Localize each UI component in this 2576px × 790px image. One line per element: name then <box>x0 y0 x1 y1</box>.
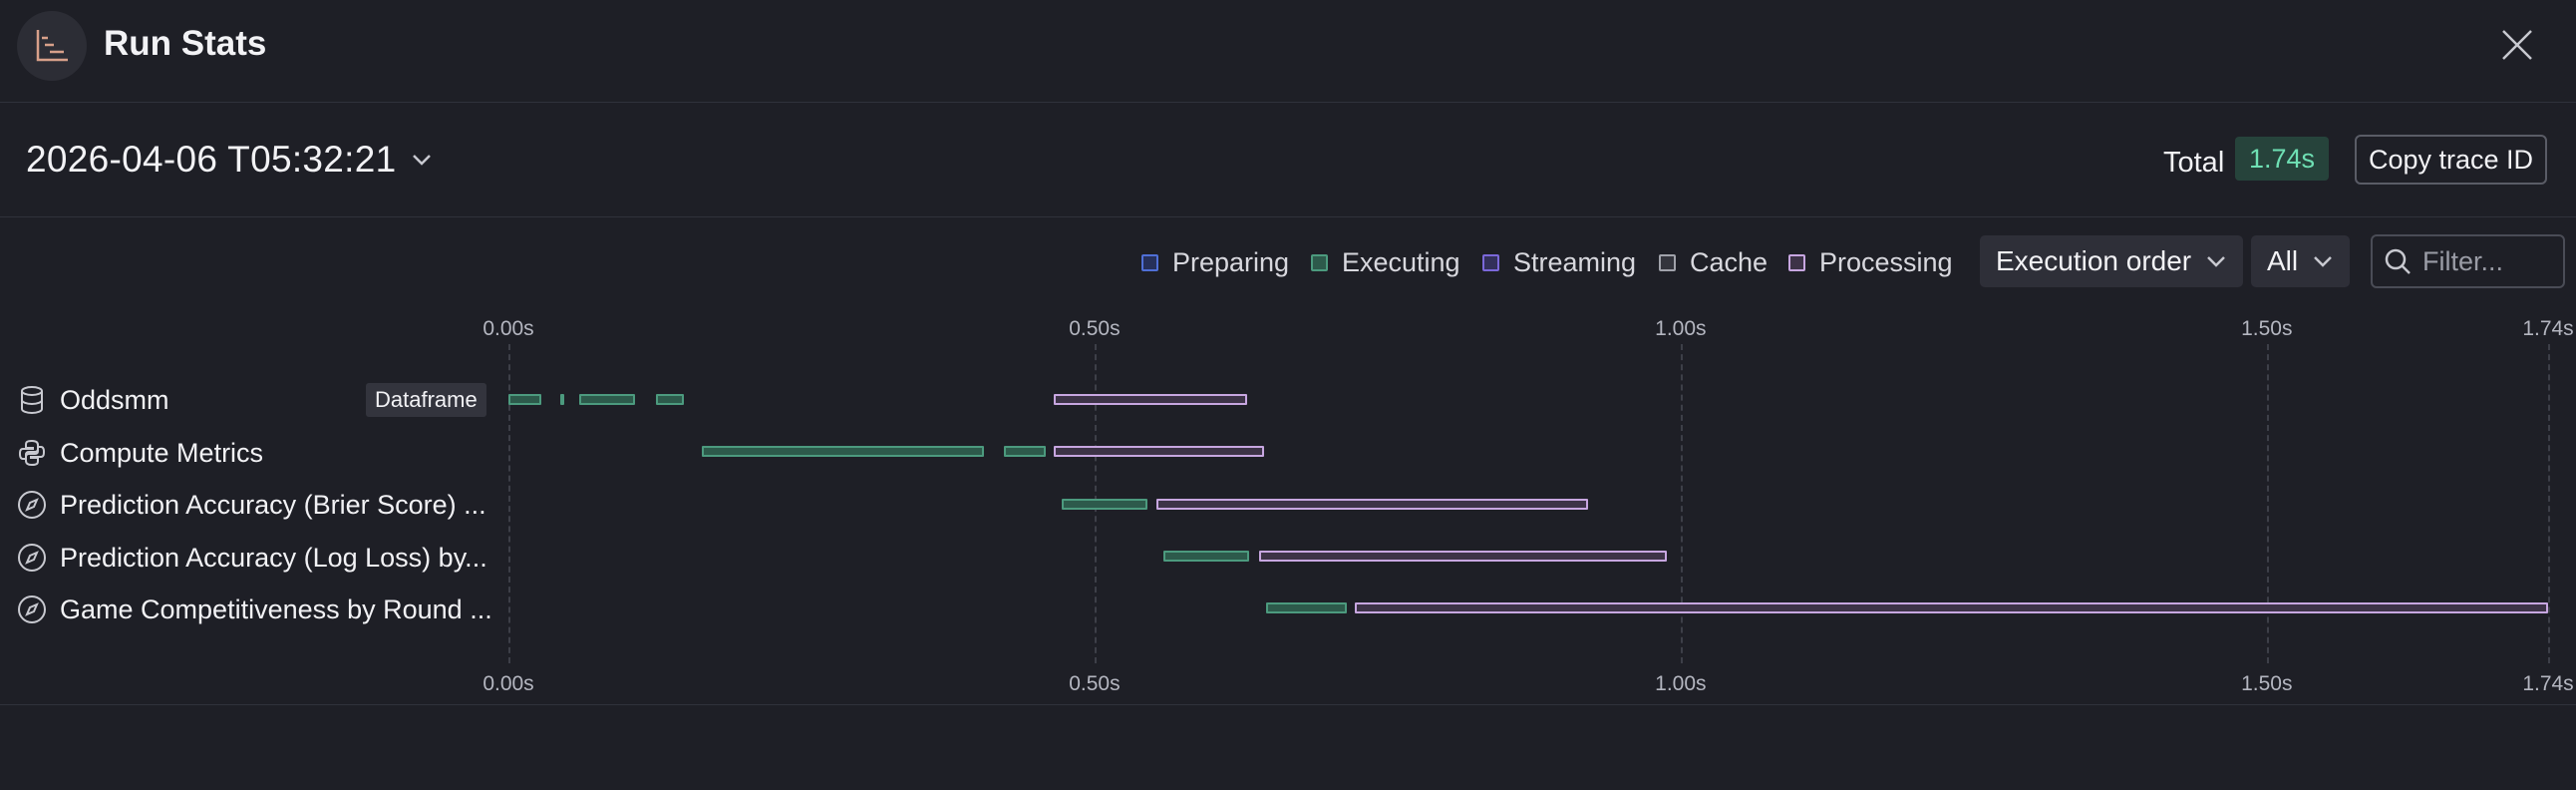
legend-cache: Cache <box>1659 247 1768 278</box>
modal-header: Run Stats <box>0 0 2576 103</box>
legend-label: Cache <box>1690 247 1769 277</box>
gridline <box>508 344 510 663</box>
executing-bar[interactable] <box>1062 499 1147 510</box>
executing-bar[interactable] <box>559 394 564 405</box>
execution-order-select[interactable]: Execution order <box>1980 235 2244 287</box>
row-label-game-competitiveness[interactable]: Game Competitiveness by Round ... <box>16 590 492 629</box>
executing-bar[interactable] <box>702 446 985 457</box>
executing-bar[interactable] <box>578 394 635 405</box>
processing-bar[interactable] <box>1053 394 1247 405</box>
row-label-oddsmm[interactable]: Oddsmm <box>16 380 169 420</box>
compass-icon <box>16 489 48 521</box>
gridline <box>2548 344 2550 663</box>
streaming-swatch <box>1482 254 1499 271</box>
timeline-toolbar: Preparing Executing Streaming Cache Proc… <box>0 217 2576 307</box>
processing-bar[interactable] <box>1156 499 1588 510</box>
filter-field[interactable] <box>2371 234 2565 288</box>
legend-label: Preparing <box>1172 247 1290 277</box>
bottom-axis-tick-label: 1.50s <box>2241 672 2293 695</box>
row-name: Prediction Accuracy (Log Loss) by... <box>60 542 487 573</box>
top-axis-tick-label: 1.00s <box>1655 317 1707 340</box>
legend-preparing: Preparing <box>1141 247 1289 278</box>
chevron-down-icon <box>2314 256 2333 267</box>
executing-swatch <box>1311 254 1328 271</box>
row-label-brier-score[interactable]: Prediction Accuracy (Brier Score) ... <box>16 485 486 525</box>
processing-bar[interactable] <box>1354 602 2548 613</box>
gridline <box>1680 344 1683 663</box>
compass-icon <box>16 542 48 574</box>
row-name: Compute Metrics <box>60 437 264 468</box>
modal-title: Run Stats <box>104 24 267 63</box>
bottom-axis-tick-label: 0.00s <box>483 672 534 695</box>
run-timestamp[interactable]: 2026-04-06 T05:32:21 <box>26 139 397 180</box>
scope-select[interactable]: All <box>2251 235 2351 287</box>
legend-executing: Executing <box>1311 247 1460 278</box>
scope-label: All <box>2267 245 2299 276</box>
gridline <box>2266 344 2269 663</box>
total-duration-badge: 1.74s <box>2235 137 2330 181</box>
chevron-down-icon[interactable] <box>409 151 435 169</box>
row-name: Prediction Accuracy (Brier Score) ... <box>60 489 486 520</box>
close-icon[interactable] <box>2497 25 2537 65</box>
filter-input[interactable] <box>2422 245 2552 277</box>
divider <box>0 704 2576 705</box>
run-summary-bar: 2026-04-06 T05:32:21 Total 1.74s Copy tr… <box>0 103 2576 217</box>
python-icon <box>16 437 48 469</box>
total-label: Total <box>2163 147 2225 179</box>
row-name: Game Competitiveness by Round ... <box>60 593 492 624</box>
cache-swatch <box>1659 254 1676 271</box>
search-icon <box>2385 248 2411 274</box>
processing-swatch <box>1788 254 1805 271</box>
executing-bar[interactable] <box>656 394 685 405</box>
row-name: Oddsmm <box>60 384 169 415</box>
top-axis-tick-label: 1.74s <box>2522 317 2574 340</box>
executing-bar[interactable] <box>1163 551 1250 562</box>
legend-streaming: Streaming <box>1482 247 1636 278</box>
chevron-down-icon <box>2207 256 2225 267</box>
bottom-axis-tick-label: 1.74s <box>2522 672 2574 695</box>
database-icon <box>16 384 48 416</box>
executing-bar[interactable] <box>1265 602 1347 613</box>
executing-bar[interactable] <box>508 394 541 405</box>
preparing-swatch <box>1141 254 1158 271</box>
legend-label: Streaming <box>1513 247 1637 277</box>
legend-label: Executing <box>1342 247 1460 277</box>
legend-processing: Processing <box>1788 247 1953 278</box>
top-axis-tick-label: 0.50s <box>1069 317 1121 340</box>
processing-bar[interactable] <box>1258 551 1667 562</box>
execution-order-label: Execution order <box>1996 245 2192 276</box>
top-axis-tick-label: 1.50s <box>2241 317 2293 340</box>
legend-label: Processing <box>1819 247 1953 277</box>
run-stats-icon <box>17 11 87 81</box>
bottom-axis-tick-label: 0.50s <box>1069 672 1121 695</box>
dataframe-badge: Dataframe <box>366 383 486 417</box>
copy-trace-id-button[interactable]: Copy trace ID <box>2355 135 2547 185</box>
compass-icon <box>16 593 48 625</box>
executing-bar[interactable] <box>1004 446 1046 457</box>
bottom-axis-tick-label: 1.00s <box>1655 672 1707 695</box>
row-label-compute-metrics[interactable]: Compute Metrics <box>16 433 263 473</box>
top-axis-tick-label: 0.00s <box>483 317 534 340</box>
row-label-log-loss[interactable]: Prediction Accuracy (Log Loss) by... <box>16 538 487 578</box>
processing-bar[interactable] <box>1053 446 1265 457</box>
